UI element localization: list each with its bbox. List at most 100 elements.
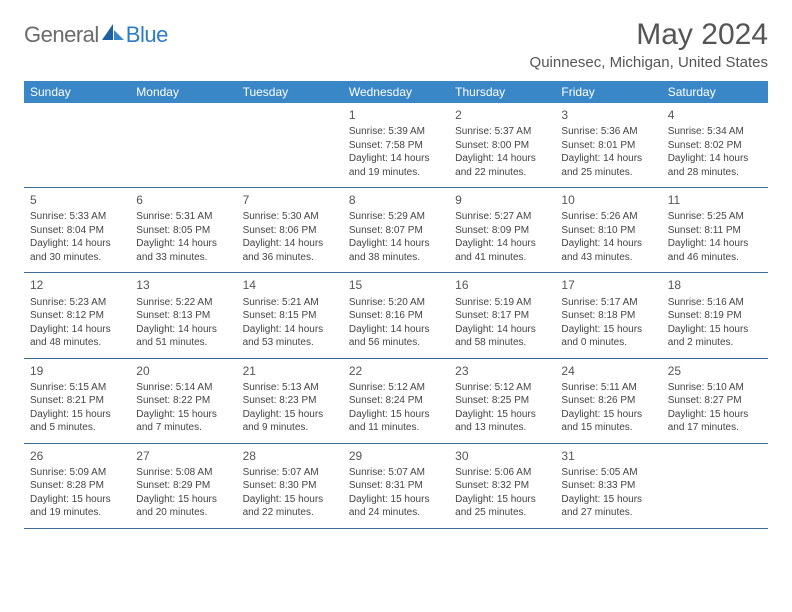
daylight-text: Daylight: 14 hours [455, 323, 549, 337]
day-number: 19 [30, 363, 124, 379]
day-cell: 1Sunrise: 5:39 AMSunset: 7:58 PMDaylight… [343, 103, 449, 187]
daylight-text: Daylight: 14 hours [136, 323, 230, 337]
daylight-text: and 13 minutes. [455, 421, 549, 435]
sunset-text: Sunset: 8:18 PM [561, 309, 655, 323]
sunrise-text: Sunrise: 5:05 AM [561, 466, 655, 480]
header: General Blue May 2024 Quinnesec, Michiga… [24, 18, 768, 71]
sunset-text: Sunset: 8:27 PM [668, 394, 762, 408]
daylight-text: Daylight: 15 hours [30, 408, 124, 422]
sunrise-text: Sunrise: 5:14 AM [136, 381, 230, 395]
daylight-text: and 25 minutes. [561, 166, 655, 180]
day-number: 6 [136, 192, 230, 208]
sunset-text: Sunset: 8:30 PM [243, 479, 337, 493]
daylight-text: and 27 minutes. [561, 506, 655, 520]
day-number: 11 [668, 192, 762, 208]
day-number: 22 [349, 363, 443, 379]
sunset-text: Sunset: 8:32 PM [455, 479, 549, 493]
sunrise-text: Sunrise: 5:08 AM [136, 466, 230, 480]
daylight-text: and 19 minutes. [30, 506, 124, 520]
sunset-text: Sunset: 8:23 PM [243, 394, 337, 408]
day-header-cell: Friday [555, 81, 661, 103]
day-cell: 2Sunrise: 5:37 AMSunset: 8:00 PMDaylight… [449, 103, 555, 187]
sunrise-text: Sunrise: 5:13 AM [243, 381, 337, 395]
day-cell: 17Sunrise: 5:17 AMSunset: 8:18 PMDayligh… [555, 273, 661, 357]
daylight-text: Daylight: 14 hours [136, 237, 230, 251]
day-cell [24, 103, 130, 187]
sunset-text: Sunset: 8:29 PM [136, 479, 230, 493]
day-number: 2 [455, 107, 549, 123]
day-number: 31 [561, 448, 655, 464]
sunset-text: Sunset: 8:06 PM [243, 224, 337, 238]
day-number: 21 [243, 363, 337, 379]
day-number: 23 [455, 363, 549, 379]
day-number: 13 [136, 277, 230, 293]
week-row: 1Sunrise: 5:39 AMSunset: 7:58 PMDaylight… [24, 103, 768, 188]
day-cell: 7Sunrise: 5:30 AMSunset: 8:06 PMDaylight… [237, 188, 343, 272]
sunrise-text: Sunrise: 5:15 AM [30, 381, 124, 395]
day-header-cell: Sunday [24, 81, 130, 103]
day-header-cell: Tuesday [237, 81, 343, 103]
daylight-text: Daylight: 15 hours [136, 408, 230, 422]
day-cell: 9Sunrise: 5:27 AMSunset: 8:09 PMDaylight… [449, 188, 555, 272]
day-cell: 23Sunrise: 5:12 AMSunset: 8:25 PMDayligh… [449, 359, 555, 443]
day-number: 27 [136, 448, 230, 464]
week-row: 19Sunrise: 5:15 AMSunset: 8:21 PMDayligh… [24, 359, 768, 444]
sunrise-text: Sunrise: 5:29 AM [349, 210, 443, 224]
daylight-text: Daylight: 15 hours [561, 408, 655, 422]
daylight-text: Daylight: 15 hours [243, 408, 337, 422]
day-header-row: SundayMondayTuesdayWednesdayThursdayFrid… [24, 81, 768, 103]
daylight-text: and 9 minutes. [243, 421, 337, 435]
daylight-text: Daylight: 14 hours [561, 237, 655, 251]
daylight-text: and 58 minutes. [455, 336, 549, 350]
month-title: May 2024 [530, 18, 768, 52]
daylight-text: Daylight: 15 hours [668, 323, 762, 337]
brand-logo: General Blue [24, 22, 168, 48]
daylight-text: Daylight: 15 hours [561, 493, 655, 507]
daylight-text: and 46 minutes. [668, 251, 762, 265]
sunset-text: Sunset: 8:11 PM [668, 224, 762, 238]
daylight-text: Daylight: 14 hours [668, 152, 762, 166]
sunset-text: Sunset: 8:19 PM [668, 309, 762, 323]
day-cell: 16Sunrise: 5:19 AMSunset: 8:17 PMDayligh… [449, 273, 555, 357]
sunrise-text: Sunrise: 5:21 AM [243, 296, 337, 310]
brand-part1: General [24, 22, 99, 48]
day-cell: 14Sunrise: 5:21 AMSunset: 8:15 PMDayligh… [237, 273, 343, 357]
day-number: 28 [243, 448, 337, 464]
sunset-text: Sunset: 8:02 PM [668, 139, 762, 153]
daylight-text: Daylight: 15 hours [349, 493, 443, 507]
sunrise-text: Sunrise: 5:10 AM [668, 381, 762, 395]
day-number: 26 [30, 448, 124, 464]
day-cell: 11Sunrise: 5:25 AMSunset: 8:11 PMDayligh… [662, 188, 768, 272]
sunrise-text: Sunrise: 5:27 AM [455, 210, 549, 224]
day-cell: 20Sunrise: 5:14 AMSunset: 8:22 PMDayligh… [130, 359, 236, 443]
daylight-text: and 22 minutes. [455, 166, 549, 180]
daylight-text: Daylight: 14 hours [455, 237, 549, 251]
sunrise-text: Sunrise: 5:07 AM [243, 466, 337, 480]
daylight-text: and 33 minutes. [136, 251, 230, 265]
sunrise-text: Sunrise: 5:17 AM [561, 296, 655, 310]
daylight-text: and 48 minutes. [30, 336, 124, 350]
day-header-cell: Wednesday [343, 81, 449, 103]
sunset-text: Sunset: 8:12 PM [30, 309, 124, 323]
daylight-text: and 7 minutes. [136, 421, 230, 435]
week-row: 26Sunrise: 5:09 AMSunset: 8:28 PMDayligh… [24, 444, 768, 529]
daylight-text: and 11 minutes. [349, 421, 443, 435]
day-cell [130, 103, 236, 187]
sunrise-text: Sunrise: 5:25 AM [668, 210, 762, 224]
sunset-text: Sunset: 8:04 PM [30, 224, 124, 238]
sunset-text: Sunset: 8:28 PM [30, 479, 124, 493]
sunrise-text: Sunrise: 5:19 AM [455, 296, 549, 310]
daylight-text: Daylight: 14 hours [349, 323, 443, 337]
day-number: 4 [668, 107, 762, 123]
day-cell: 4Sunrise: 5:34 AMSunset: 8:02 PMDaylight… [662, 103, 768, 187]
daylight-text: and 19 minutes. [349, 166, 443, 180]
day-cell: 22Sunrise: 5:12 AMSunset: 8:24 PMDayligh… [343, 359, 449, 443]
sunset-text: Sunset: 8:25 PM [455, 394, 549, 408]
day-header-cell: Thursday [449, 81, 555, 103]
calendar: SundayMondayTuesdayWednesdayThursdayFrid… [24, 81, 768, 529]
daylight-text: Daylight: 15 hours [668, 408, 762, 422]
daylight-text: and 22 minutes. [243, 506, 337, 520]
sunrise-text: Sunrise: 5:30 AM [243, 210, 337, 224]
sunset-text: Sunset: 8:24 PM [349, 394, 443, 408]
day-number: 1 [349, 107, 443, 123]
